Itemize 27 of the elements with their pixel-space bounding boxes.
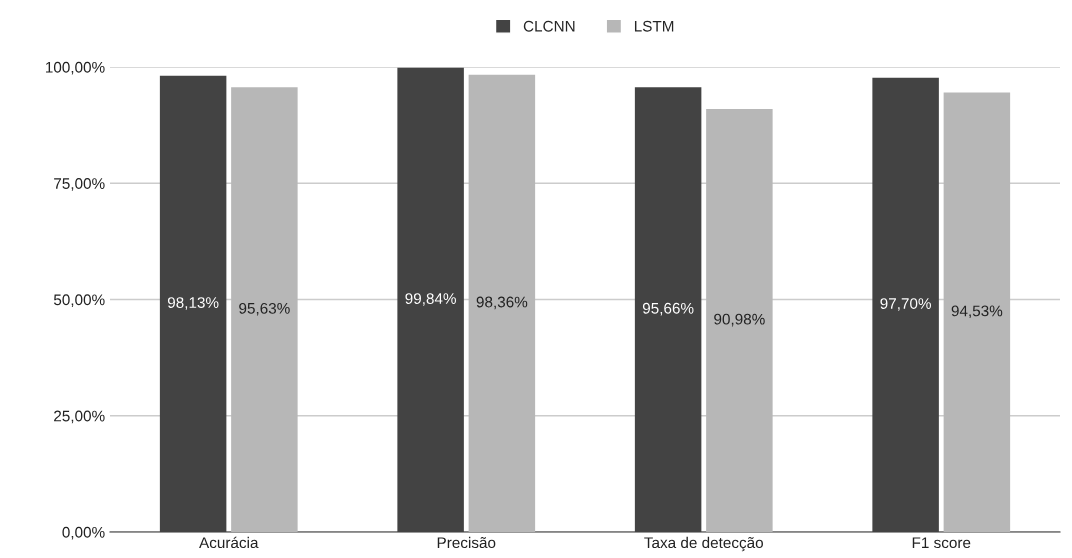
- data-label: 95,63%: [239, 302, 290, 316]
- bar: [397, 67, 464, 532]
- legend-label: CLCNN: [523, 20, 575, 32]
- legend-label: LSTM: [634, 20, 674, 32]
- data-label: 95,66%: [642, 302, 694, 316]
- data-label: 97,70%: [880, 298, 931, 311]
- bar: [872, 77, 939, 532]
- bar: [231, 87, 298, 532]
- y-tick-label: 25,00%: [54, 410, 105, 424]
- x-tick-label: Taxa de detecção: [644, 536, 763, 552]
- data-label: 90,98%: [714, 313, 765, 327]
- data-label: 94,53%: [951, 305, 1003, 319]
- bar: [943, 92, 1011, 532]
- x-tick-label: F1 score: [912, 537, 971, 549]
- bar: [159, 75, 227, 532]
- y-tick-label: 75,00%: [54, 178, 105, 191]
- x-tick-label: Precisão: [437, 536, 496, 549]
- bar: [634, 87, 702, 532]
- y-tick-label: 100,00%: [45, 61, 105, 75]
- x-tick-label: Acurácia: [199, 536, 259, 549]
- data-label: 98,36%: [476, 296, 528, 310]
- data-label: 99,84%: [405, 293, 456, 306]
- bar: [706, 108, 773, 532]
- data-label: 98,13%: [167, 297, 219, 310]
- y-tick-label: 50,00%: [53, 294, 105, 307]
- y-tick-label: 0,00%: [62, 526, 105, 540]
- bar: [468, 74, 536, 532]
